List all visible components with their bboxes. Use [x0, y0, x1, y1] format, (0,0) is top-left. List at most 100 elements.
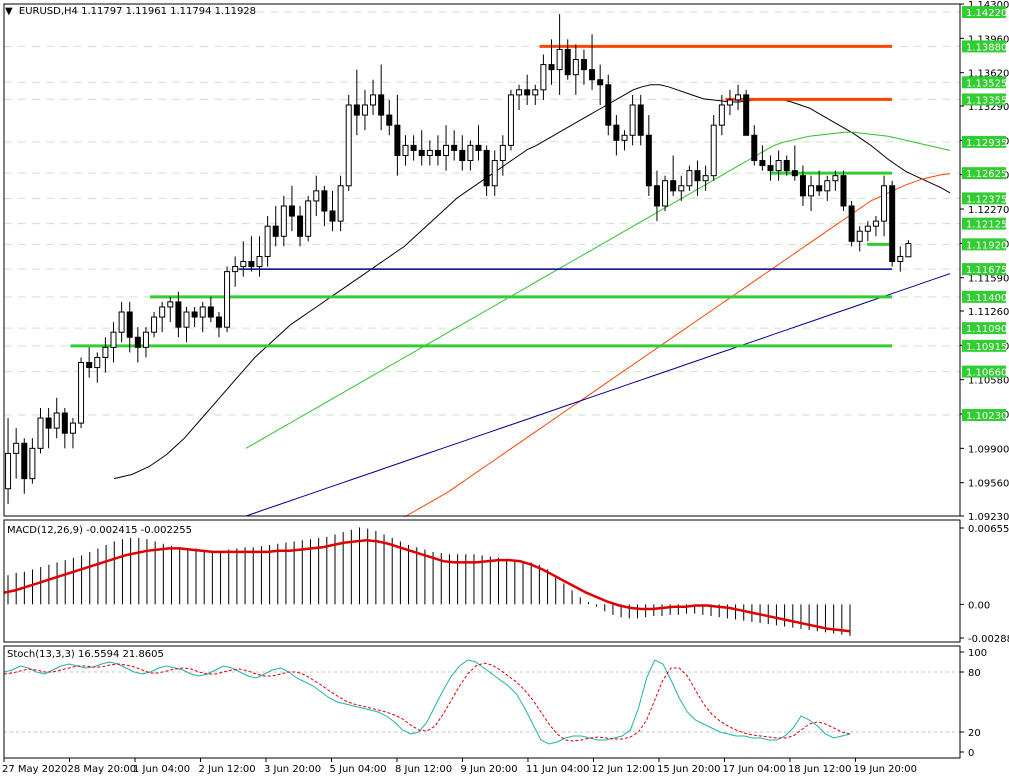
time-tick-label: 11 Jun 04:00 [526, 764, 590, 775]
candle-body [816, 185, 823, 192]
candle-body [767, 165, 774, 172]
candle-body [556, 48, 563, 71]
candle-body [94, 356, 101, 369]
symbol-ohlc: EURUSD,H4 1.11797 1.11961 1.11794 1.1192… [19, 6, 256, 17]
level-label: 1.10230 [966, 411, 1007, 422]
level-label-bg [962, 409, 1006, 422]
candle-body [224, 271, 231, 328]
candle-body [507, 94, 514, 146]
level-label-bg [962, 290, 1006, 303]
candle-body [678, 185, 685, 192]
macd-label: MACD(12,26,9) -0.002415 -0.002255 [7, 525, 192, 536]
level-label: 1.10915 [966, 342, 1007, 353]
level-label-bg [962, 135, 1006, 148]
price-tick-label: 1.09560 [968, 479, 1009, 490]
candle-body [378, 94, 385, 116]
candle-body [321, 190, 328, 212]
candle-body [86, 362, 93, 369]
candle-body [134, 336, 141, 348]
candle-body [726, 99, 733, 106]
candle-body [175, 301, 182, 328]
candle-body [694, 170, 701, 182]
time-tick-label: 18 Jun 12:00 [788, 764, 852, 775]
level-label-bg [962, 365, 1006, 378]
candle-body [13, 442, 20, 454]
candle-body [613, 124, 620, 141]
panel-frame [3, 645, 961, 759]
candle-body [889, 185, 896, 263]
candle-body [872, 220, 879, 227]
level-label-bg [962, 322, 1006, 335]
time-tick-label: 5 Jun 04:00 [329, 764, 386, 775]
candle-body [564, 48, 571, 76]
candle-body [848, 205, 855, 242]
price-tick-label: 1.12270 [968, 205, 1009, 216]
price-tick-label: 1.11590 [968, 274, 1009, 285]
moving-average-3 [404, 173, 951, 518]
price-tick-label: 1.09900 [968, 444, 1009, 455]
macd-tick-label: -0.002887 [968, 634, 1009, 645]
candle-body [743, 94, 750, 136]
candle-body [540, 64, 547, 91]
candle-body [629, 104, 636, 136]
candle-body [264, 225, 271, 257]
candle-body [240, 261, 247, 268]
candle-body [467, 144, 474, 162]
level-label-bg [962, 40, 1006, 53]
candle-body [881, 185, 888, 222]
candle-body [572, 59, 579, 76]
candle-body [353, 104, 360, 116]
level-label: 1.12375 [966, 194, 1007, 205]
candle-body [580, 59, 587, 71]
dropdown-arrow-icon[interactable]: ▼ [5, 6, 13, 17]
candle-body [499, 144, 506, 162]
stoch-tick-label: 80 [968, 668, 981, 679]
time-tick-label: 3 Jun 20:00 [264, 764, 321, 775]
candle-body [905, 243, 912, 258]
time-tick-label: 2 Jun 12:00 [198, 764, 255, 775]
time-tick-label: 9 Jun 20:00 [460, 764, 517, 775]
candle-body [288, 205, 295, 217]
stoch-tick-label: 20 [968, 728, 981, 739]
level-label: 1.14220 [966, 8, 1007, 19]
stochastic-panel: 100 80 20 0 [3, 648, 987, 759]
candle-body [751, 134, 758, 162]
candle-body [718, 104, 725, 126]
candle-body [78, 362, 85, 424]
candle-body [45, 417, 52, 429]
candle-body [735, 94, 742, 101]
symbol-header: ▼ EURUSD,H4 1.11797 1.11961 1.11794 1.11… [5, 6, 256, 17]
price-tick-label: 1.13290 [968, 102, 1009, 113]
candle-body [856, 230, 863, 242]
macd-panel: 0.006553 0.00 -0.002887 [3, 524, 1009, 645]
candle-body [483, 149, 490, 187]
candle-body [686, 170, 693, 187]
candle-body [191, 311, 198, 318]
candle-body [759, 160, 766, 167]
price-tick-label: 1.13960 [968, 34, 1009, 45]
candle-body [434, 149, 441, 156]
candle-body [637, 104, 644, 136]
candle-body [256, 255, 263, 268]
candle-body [345, 104, 352, 187]
candle-body [142, 331, 149, 348]
candle-body [548, 64, 555, 71]
level-label-bg [962, 192, 1006, 205]
level-label: 1.12625 [966, 169, 1007, 180]
level-label-bg [962, 217, 1006, 230]
time-tick-label: 19 Jun 20:00 [853, 764, 917, 775]
time-tick-label: 27 May 2020 [2, 764, 67, 775]
candle-body [361, 104, 368, 116]
candle-body [167, 301, 174, 308]
candle-body [653, 185, 660, 207]
time-tick-label: 17 Jun 04:00 [722, 764, 786, 775]
candle-body [589, 69, 596, 81]
candle-body [443, 144, 450, 156]
level-label-bg [962, 93, 1006, 106]
candle-body [832, 175, 839, 182]
level-label-bg [962, 238, 1006, 251]
macd-tick-label: 0.006553 [968, 524, 1009, 535]
candle-body [386, 114, 393, 126]
candle-body [297, 215, 304, 237]
level-label: 1.13525 [966, 78, 1007, 89]
